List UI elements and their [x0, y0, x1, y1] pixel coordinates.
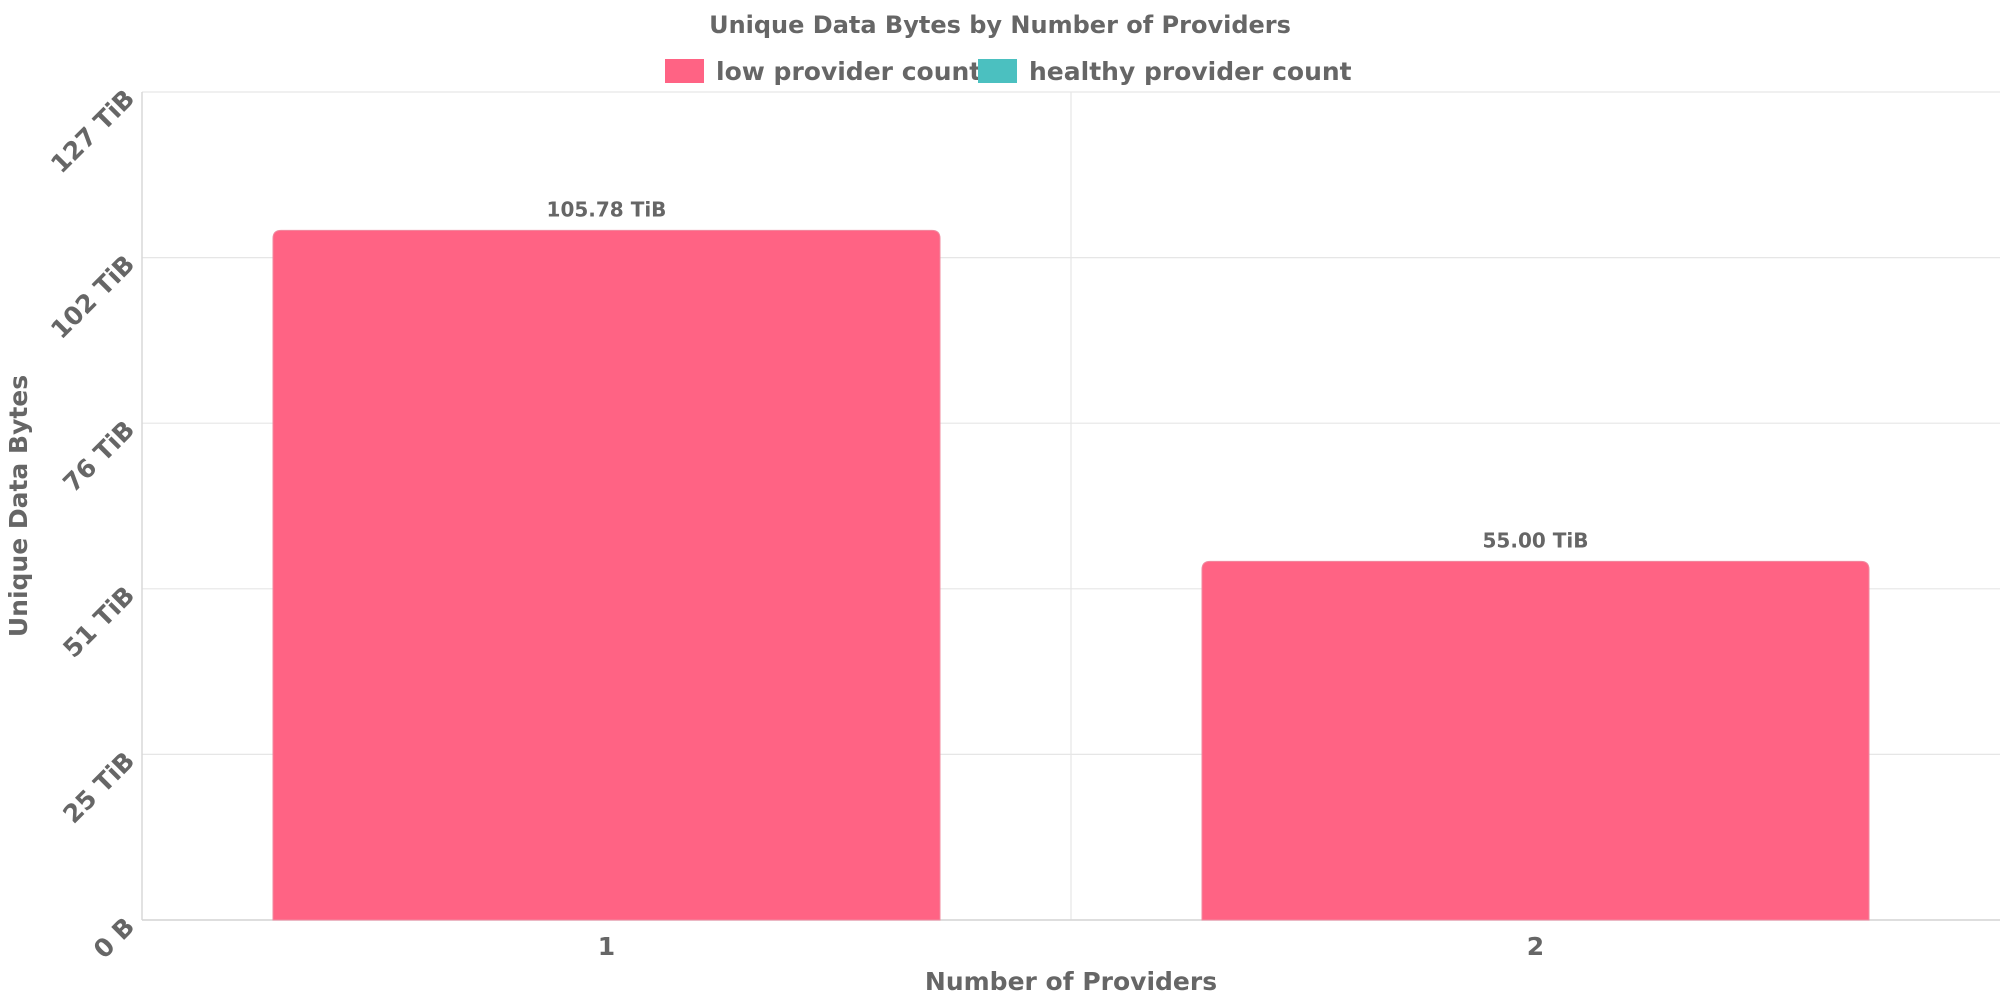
data-label-1: 105.78 TiB	[547, 197, 667, 221]
bar-2[interactable]	[1201, 560, 1870, 921]
legend-label-healthy-provider-count[interactable]: healthy provider count	[1029, 57, 1352, 86]
legend-label-low-provider-count[interactable]: low provider count	[716, 57, 981, 86]
x-tick-label-1: 2	[1527, 932, 1544, 961]
y-tick-label-0: 0 B	[88, 912, 140, 964]
y-tick-label-4: 102 TiB	[45, 249, 140, 344]
data-label-2: 55.00 TiB	[1483, 528, 1589, 552]
y-tick-label-2: 51 TiB	[57, 581, 140, 664]
bars	[272, 229, 1870, 921]
x-tick-label-0: 1	[598, 932, 615, 961]
data-labels: 105.78 TiB 55.00 TiB	[547, 197, 1589, 552]
legend-swatch-low-provider-count[interactable]	[665, 59, 704, 83]
y-axis-ticks: 0 B 25 TiB 51 TiB 76 TiB 102 TiB 127 TiB	[45, 84, 140, 964]
chart-title: Unique Data Bytes by Number of Providers	[709, 11, 1291, 39]
legend-swatch-healthy-provider-count[interactable]	[978, 59, 1017, 83]
x-axis-label: Number of Providers	[925, 967, 1217, 996]
y-tick-label-1: 25 TiB	[57, 746, 140, 829]
y-tick-label-3: 76 TiB	[57, 415, 140, 498]
y-axis-label: Unique Data Bytes	[4, 375, 33, 637]
legend: low provider count healthy provider coun…	[665, 57, 1352, 86]
y-tick-label-5: 127 TiB	[45, 84, 140, 179]
bar-1[interactable]	[272, 229, 941, 921]
